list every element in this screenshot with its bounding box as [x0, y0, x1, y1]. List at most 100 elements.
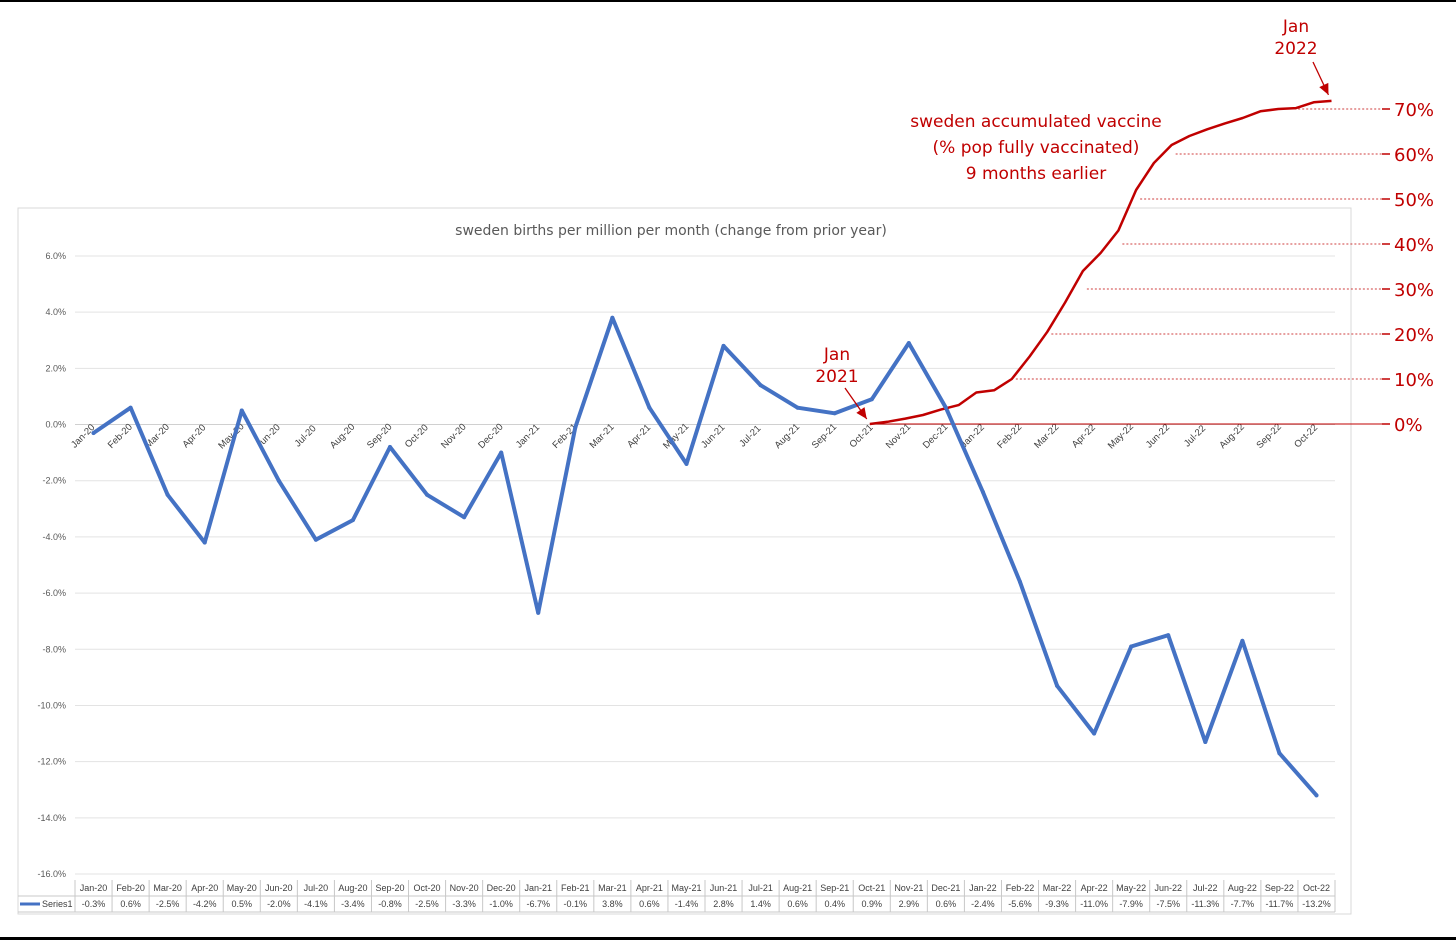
table-value-cell: -1.0% [489, 899, 513, 909]
table-header-cell: Jul-20 [304, 883, 329, 893]
table-value-cell: 2.8% [713, 899, 734, 909]
series1-point [980, 489, 985, 494]
table-value-cell: -11.0% [1080, 899, 1108, 909]
table-header-cell: Jun-20 [265, 883, 293, 893]
series1-point [462, 515, 467, 520]
y-tick-label: 6.0% [45, 251, 66, 261]
end-label-year: 2022 [1274, 39, 1317, 59]
table-value-cell: 0.6% [639, 899, 660, 909]
series1-point [313, 537, 318, 542]
series1-point [165, 492, 170, 497]
vaccine-tick-label: 50% [1394, 190, 1434, 211]
table-value-cell: -0.1% [564, 899, 588, 909]
series1-point [1092, 731, 1097, 736]
table-value-cell: -7.5% [1156, 899, 1180, 909]
table-value-cell: 0.4% [824, 899, 845, 909]
vaccine-tick-label: 60% [1394, 145, 1434, 166]
series1-point [1203, 739, 1208, 744]
series1-point [832, 411, 837, 416]
table-value-cell: -0.8% [378, 899, 402, 909]
series1-point [1166, 633, 1171, 638]
table-header-cell: Dec-20 [487, 883, 516, 893]
table-header-cell: Jun-21 [710, 883, 738, 893]
series1-point [350, 518, 355, 523]
birth-chart-title: sweden births per million per month (cha… [455, 223, 887, 239]
table-value-cell: -5.6% [1008, 899, 1032, 909]
table-value-cell: -11.7% [1265, 899, 1293, 909]
table-value-cell: -4.1% [304, 899, 328, 909]
table-header-cell: Mar-21 [598, 883, 627, 893]
series1-point [1018, 579, 1022, 584]
series1-point [758, 383, 763, 388]
table-value-cell: 0.5% [232, 899, 253, 909]
series1-point [1055, 683, 1060, 688]
birth-chart-area [17, 207, 1352, 915]
data-table: Series1 Jan-20 -0.3% Feb-20 0.6% Mar-20 -2.5% A… [18, 880, 1336, 913]
table-header-cell: Oct-20 [414, 883, 441, 893]
series1-point [684, 461, 689, 466]
y-tick-label: -14.0% [37, 813, 66, 823]
series1-point [943, 405, 948, 410]
table-header-cell: Feb-22 [1006, 883, 1035, 893]
y-tick-label: -2.0% [42, 476, 66, 486]
vaccine-gridlines [870, 108, 1390, 425]
y-tick-label: -6.0% [42, 588, 66, 598]
vaccine-tick-label: 30% [1394, 280, 1434, 301]
series1-point [573, 425, 578, 430]
series1-point [276, 478, 281, 483]
y-tick-label: -4.0% [42, 532, 66, 542]
table-header-cell: May-22 [1116, 883, 1146, 893]
table-header-cell: Aug-20 [338, 883, 367, 893]
table-value-cell: -13.2% [1302, 899, 1331, 909]
birth-y-axis: 6.0% 4.0% 2.0% 0.0% -2.0% -4.0% -6.0% -8.0% -10.… [37, 251, 66, 879]
table-header-cell: Nov-21 [894, 883, 923, 893]
table-value-cell: -2.5% [156, 899, 180, 909]
series1-point [499, 450, 504, 455]
y-tick-label: -8.0% [42, 644, 66, 654]
table-header-cell: Sep-20 [375, 883, 404, 893]
series1-point [721, 343, 726, 348]
start-label-month: Jan [823, 345, 850, 365]
table-value-cell: -9.3% [1045, 899, 1069, 909]
table-value-cell: -2.0% [267, 899, 291, 909]
series1-point [795, 405, 800, 410]
table-header-cell: Mar-22 [1043, 883, 1072, 893]
series1-point [647, 405, 652, 410]
series1-point [1129, 644, 1134, 649]
y-tick-label: -12.0% [37, 757, 66, 767]
series1-point [1277, 751, 1282, 756]
series1-point [239, 408, 244, 413]
table-header-cell: Jun-22 [1154, 883, 1182, 893]
table-header-cell: Apr-21 [636, 883, 663, 893]
series1-point [388, 445, 392, 450]
series1-point [425, 492, 430, 497]
table-header-cell: Sep-21 [820, 883, 849, 893]
table-header-cell: Jul-22 [1193, 883, 1218, 893]
table-header-cell: Jan-22 [969, 883, 997, 893]
table-value-cell: 0.6% [936, 899, 957, 909]
series1-point [906, 341, 911, 346]
end-label-month: Jan [1282, 17, 1309, 37]
y-tick-label: 0.0% [45, 420, 66, 430]
table-header-cell: Apr-20 [191, 883, 218, 893]
table-value-cell: 1.4% [750, 899, 771, 909]
y-tick-label: 4.0% [45, 307, 66, 317]
y-tick-label: -10.0% [37, 700, 66, 710]
table-header-cell: Dec-21 [931, 883, 960, 893]
table-header-cell: Mar-20 [153, 883, 182, 893]
series1-point [536, 610, 541, 615]
birth-gridlines [75, 255, 1335, 875]
vaccine-tick-label: 20% [1394, 325, 1434, 346]
arrow-head [1319, 82, 1329, 95]
table-header-cell: Sep-22 [1265, 883, 1294, 893]
table-value-cell: -3.4% [341, 899, 365, 909]
vaccine-tick-label: 70% [1394, 100, 1434, 121]
table-header-cell: Aug-22 [1228, 883, 1257, 893]
table-header-cell: Aug-21 [783, 883, 812, 893]
vaccine-tick-label: 40% [1394, 235, 1434, 256]
series1-point [869, 397, 874, 402]
table-value-cell: -7.7% [1231, 899, 1255, 909]
table-value-cell: 0.6% [120, 899, 141, 909]
series1-point [1240, 638, 1245, 643]
